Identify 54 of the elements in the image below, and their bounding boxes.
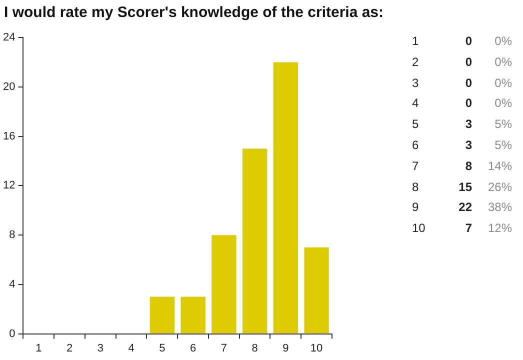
text: 4	[412, 96, 419, 110]
x-tick-label: 4	[128, 342, 134, 354]
text: 3	[465, 117, 472, 132]
x-tick-label: 10	[310, 342, 323, 354]
bar	[273, 62, 298, 334]
x-tick-label: 6	[190, 342, 196, 354]
text: 7	[412, 158, 419, 173]
bar	[212, 235, 236, 334]
text: 12%	[488, 221, 512, 236]
text: 8	[465, 158, 472, 173]
text: 0	[465, 96, 472, 110]
x-tick-label: 1	[36, 342, 42, 354]
text: 26%	[488, 180, 512, 194]
x-tick-label: 3	[97, 342, 104, 354]
text: 0%	[494, 76, 512, 90]
x-tick-label: 8	[252, 342, 258, 354]
text: 5%	[494, 138, 512, 152]
text: 0%	[494, 34, 512, 48]
text: 14%	[488, 158, 512, 173]
y-tick-label: 24	[2, 32, 16, 44]
y-tick-label: 16	[2, 130, 16, 142]
text: 10	[412, 221, 426, 236]
bar	[304, 247, 329, 334]
text: 7	[465, 221, 472, 236]
text: 0	[465, 54, 472, 69]
x-tick-label: 7	[220, 342, 227, 354]
bar	[150, 296, 175, 334]
x-tick-label: 9	[282, 342, 289, 354]
text: 5%	[494, 117, 512, 132]
text: 15	[458, 180, 472, 194]
text: 2	[412, 54, 419, 69]
text: 5	[412, 117, 419, 132]
x-tick-label: 2	[66, 342, 73, 354]
bar	[180, 296, 206, 334]
y-tick-label: 8	[9, 229, 16, 242]
text: 3	[465, 138, 472, 152]
text: 8	[412, 180, 419, 194]
y-tick-label: 4	[9, 278, 16, 290]
bar	[242, 148, 268, 334]
chart-title: I would rate my Scorer's knowledge of the criteria as:	[4, 4, 384, 21]
y-tick-label: 0	[9, 328, 16, 340]
text: 3	[412, 76, 419, 90]
text: 0%	[494, 96, 512, 110]
text: 0	[465, 34, 472, 48]
text: 6	[412, 138, 419, 152]
y-tick-label: 20	[2, 81, 16, 93]
text: 0	[465, 76, 472, 90]
text: 0%	[494, 54, 512, 69]
text: 1	[412, 34, 419, 48]
y-tick-label: 12	[2, 180, 16, 192]
text: 38%	[488, 200, 512, 214]
text: 9	[412, 200, 419, 214]
text: 22	[458, 200, 472, 214]
x-tick-label: 5	[159, 342, 166, 354]
